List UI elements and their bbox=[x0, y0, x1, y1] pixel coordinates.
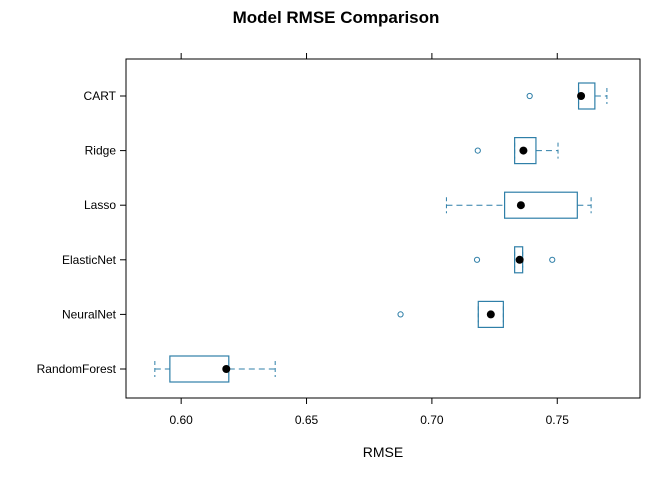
median-dot bbox=[519, 146, 528, 155]
category-label: Ridge bbox=[85, 144, 117, 158]
plot-frame bbox=[125, 58, 641, 399]
box-ridge: Ridge bbox=[85, 137, 559, 165]
median-dot bbox=[222, 365, 231, 373]
x-tick-label: 0.70 bbox=[420, 413, 444, 427]
axis-ticks: 0.60 0.65 0.70 0.75 bbox=[169, 53, 569, 427]
category-label: NeuralNet bbox=[62, 307, 117, 321]
chart-title: Model RMSE Comparison bbox=[233, 8, 440, 27]
median-dot bbox=[516, 201, 525, 210]
outlier-point bbox=[549, 256, 556, 263]
category-label: ElasticNet bbox=[62, 253, 117, 267]
x-axis-label: RMSE bbox=[363, 444, 403, 460]
outlier-point bbox=[474, 147, 481, 154]
outlier-point bbox=[397, 311, 404, 318]
box-neuralnet: NeuralNet bbox=[62, 300, 504, 328]
boxes-layer: CART Ridge Lasso ElasticNet NeuralNet RandomF… bbox=[37, 82, 608, 383]
x-tick-label: 0.60 bbox=[169, 413, 193, 427]
box-iqr bbox=[514, 137, 537, 165]
box-elasticnet: ElasticNet bbox=[62, 246, 556, 274]
outlier-point bbox=[473, 256, 481, 263]
median-dot bbox=[515, 255, 524, 264]
box-iqr bbox=[477, 300, 504, 328]
category-label: RandomForest bbox=[37, 362, 117, 376]
x-tick-label: 0.65 bbox=[295, 413, 319, 427]
box-lasso: Lasso bbox=[84, 191, 592, 219]
outlier-point bbox=[526, 92, 533, 100]
box-iqr bbox=[169, 355, 230, 383]
box-iqr bbox=[504, 191, 578, 219]
median-dot bbox=[577, 92, 586, 100]
category-label: Lasso bbox=[84, 198, 116, 212]
box-randomforest: RandomForest bbox=[37, 355, 276, 383]
category-label: CART bbox=[84, 89, 117, 103]
box-cart: CART bbox=[84, 82, 608, 110]
x-tick-label: 0.75 bbox=[546, 413, 570, 427]
median-dot bbox=[486, 310, 495, 319]
